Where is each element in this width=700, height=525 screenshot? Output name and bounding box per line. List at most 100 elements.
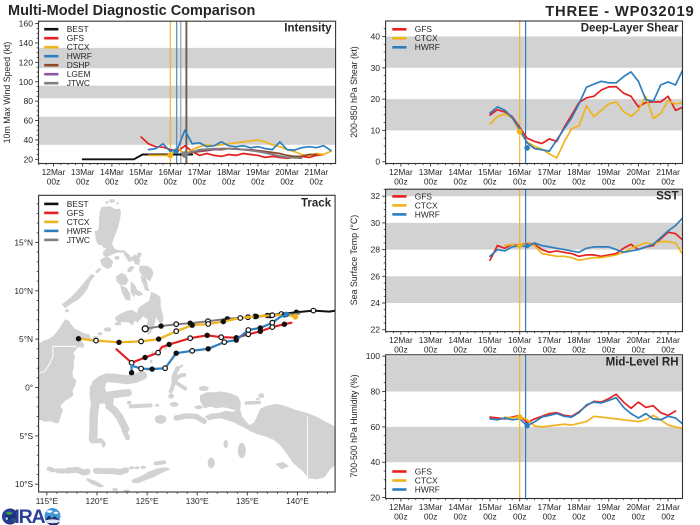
svg-text:GFS: GFS <box>67 208 85 218</box>
svg-text:16Mar: 16Mar <box>508 335 532 345</box>
svg-text:12Mar: 12Mar <box>389 502 413 512</box>
svg-text:20Mar: 20Mar <box>275 167 299 177</box>
svg-text:00z: 00z <box>394 512 408 522</box>
svg-text:00z: 00z <box>661 512 675 522</box>
svg-text:100: 100 <box>366 351 381 361</box>
svg-text:CTCX: CTCX <box>415 33 438 43</box>
svg-text:SST: SST <box>656 191 678 203</box>
svg-text:00z: 00z <box>193 177 207 187</box>
svg-text:16Mar: 16Mar <box>508 502 532 512</box>
svg-text:20Mar: 20Mar <box>627 335 651 345</box>
svg-text:22: 22 <box>371 325 381 335</box>
svg-text:00z: 00z <box>602 345 616 355</box>
svg-text:HWRF: HWRF <box>415 209 440 219</box>
svg-text:10m Max Wind Speed (kt): 10m Max Wind Speed (kt) <box>2 42 12 144</box>
svg-text:20: 20 <box>371 94 381 104</box>
svg-text:10°S: 10°S <box>15 479 34 489</box>
svg-text:00z: 00z <box>424 345 438 355</box>
svg-text:30: 30 <box>371 63 381 73</box>
svg-text:12Mar: 12Mar <box>42 167 66 177</box>
svg-text:CTCX: CTCX <box>67 42 90 52</box>
svg-text:00z: 00z <box>394 177 408 187</box>
svg-text:JTWC: JTWC <box>67 235 90 245</box>
svg-text:21Mar: 21Mar <box>656 167 680 177</box>
svg-text:15Mar: 15Mar <box>478 502 502 512</box>
svg-text:00z: 00z <box>454 177 468 187</box>
svg-text:GFS: GFS <box>415 466 433 476</box>
svg-text:THREE - WP032019: THREE - WP032019 <box>545 4 694 20</box>
svg-text:00z: 00z <box>251 177 265 187</box>
svg-text:CTCX: CTCX <box>415 475 438 485</box>
svg-text:12Mar: 12Mar <box>389 335 413 345</box>
svg-text:21Mar: 21Mar <box>656 335 680 345</box>
svg-text:14Mar: 14Mar <box>100 167 124 177</box>
svg-text:00z: 00z <box>572 177 586 187</box>
svg-text:Track: Track <box>301 197 332 209</box>
svg-text:CTCX: CTCX <box>67 217 90 227</box>
svg-text:Deep-Layer Shear: Deep-Layer Shear <box>581 23 679 35</box>
svg-text:5°N: 5°N <box>19 334 33 344</box>
svg-text:00z: 00z <box>222 177 236 187</box>
svg-text:00z: 00z <box>76 177 90 187</box>
svg-text:140: 140 <box>19 38 34 48</box>
svg-text:12Mar: 12Mar <box>389 167 413 177</box>
svg-text:15Mar: 15Mar <box>478 335 502 345</box>
svg-text:5°S: 5°S <box>20 431 34 441</box>
svg-text:21Mar: 21Mar <box>656 502 680 512</box>
svg-text:00z: 00z <box>661 177 675 187</box>
svg-text:17Mar: 17Mar <box>188 167 212 177</box>
svg-text:00z: 00z <box>483 512 497 522</box>
svg-text:17Mar: 17Mar <box>538 167 562 177</box>
svg-text:14Mar: 14Mar <box>448 167 472 177</box>
svg-text:80: 80 <box>371 387 381 397</box>
svg-text:700-500 hPa Humidity (%): 700-500 hPa Humidity (%) <box>349 374 359 477</box>
svg-text:00z: 00z <box>661 345 675 355</box>
svg-text:14Mar: 14Mar <box>448 335 472 345</box>
svg-text:00z: 00z <box>424 177 438 187</box>
svg-text:20: 20 <box>23 154 33 164</box>
svg-text:15Mar: 15Mar <box>478 167 502 177</box>
svg-text:115°E: 115°E <box>36 496 59 506</box>
svg-text:00z: 00z <box>632 512 646 522</box>
svg-text:CTCX: CTCX <box>415 200 438 210</box>
svg-text:DSHP: DSHP <box>67 60 91 70</box>
svg-text:GFS: GFS <box>415 191 433 201</box>
svg-text:BEST: BEST <box>67 199 89 209</box>
svg-text:40: 40 <box>371 457 381 467</box>
svg-text:Sea Surface Temp (°C): Sea Surface Temp (°C) <box>349 215 359 305</box>
svg-text:00z: 00z <box>454 512 468 522</box>
svg-text:GFS: GFS <box>67 33 85 43</box>
svg-text:125°E: 125°E <box>136 496 159 506</box>
svg-text:18Mar: 18Mar <box>567 167 591 177</box>
svg-text:00z: 00z <box>105 177 119 187</box>
svg-text:18Mar: 18Mar <box>567 335 591 345</box>
svg-text:140°E: 140°E <box>286 496 309 506</box>
svg-text:00z: 00z <box>602 512 616 522</box>
svg-text:00z: 00z <box>134 177 148 187</box>
svg-text:00z: 00z <box>572 345 586 355</box>
svg-text:00z: 00z <box>513 177 527 187</box>
svg-text:80: 80 <box>23 96 33 106</box>
svg-text:13Mar: 13Mar <box>419 335 443 345</box>
svg-text:20: 20 <box>371 493 381 503</box>
svg-text:00z: 00z <box>310 177 324 187</box>
svg-text:HWRF: HWRF <box>67 51 92 61</box>
svg-text:30: 30 <box>371 218 381 228</box>
svg-text:00z: 00z <box>543 345 557 355</box>
svg-text:160: 160 <box>19 19 34 29</box>
svg-text:00z: 00z <box>543 512 557 522</box>
svg-text:60: 60 <box>23 116 33 126</box>
svg-text:00z: 00z <box>572 512 586 522</box>
svg-text:16Mar: 16Mar <box>508 167 532 177</box>
svg-text:0°: 0° <box>25 383 33 393</box>
svg-text:26: 26 <box>371 271 381 281</box>
svg-text:200-850 hPa Shear (kt): 200-850 hPa Shear (kt) <box>349 46 359 138</box>
svg-text:00z: 00z <box>602 177 616 187</box>
svg-text:00z: 00z <box>513 345 527 355</box>
svg-text:28: 28 <box>371 245 381 255</box>
svg-text:60: 60 <box>371 422 381 432</box>
svg-text:14Mar: 14Mar <box>448 502 472 512</box>
svg-text:Mid-Level RH: Mid-Level RH <box>606 356 679 368</box>
svg-text:40: 40 <box>23 135 33 145</box>
svg-text:00z: 00z <box>280 177 294 187</box>
